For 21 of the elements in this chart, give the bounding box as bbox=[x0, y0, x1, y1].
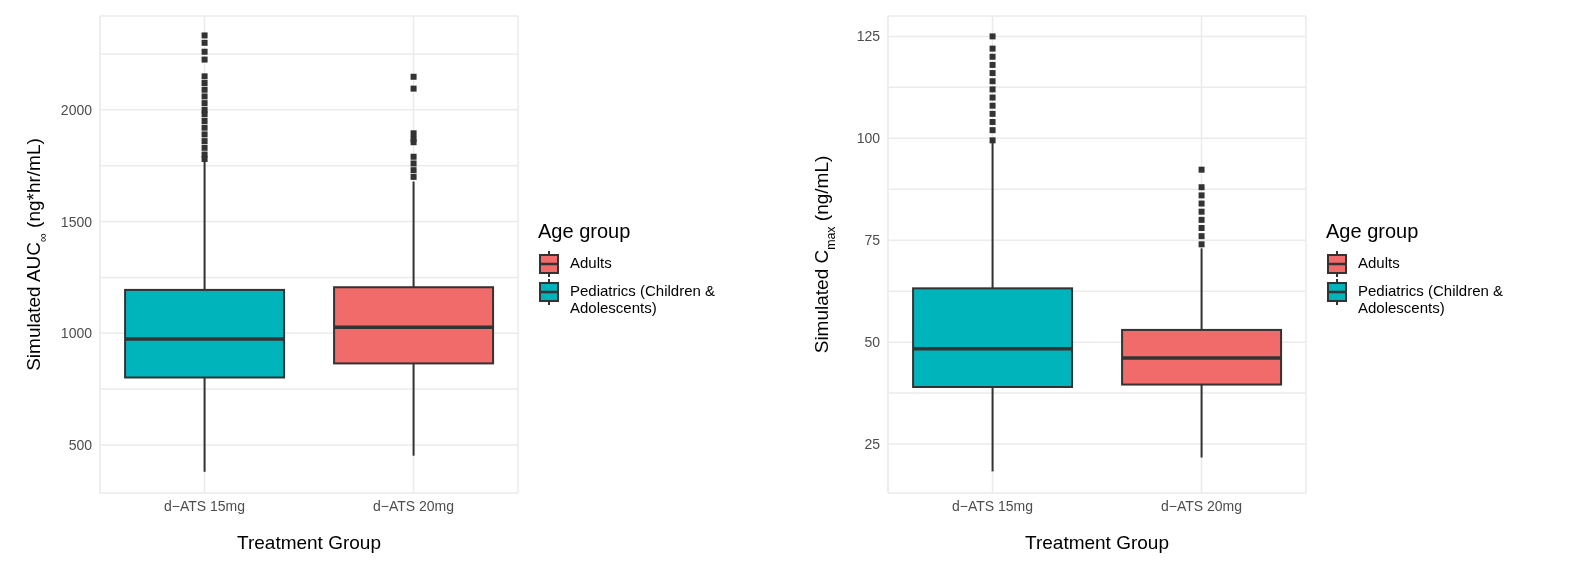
y-tick-label: 1000 bbox=[60, 325, 93, 342]
legend-title: Age group bbox=[538, 220, 632, 243]
y-tick-label: 50 bbox=[864, 334, 881, 351]
y-tick-label: 75 bbox=[864, 232, 881, 249]
y-tick-label: 125 bbox=[856, 28, 881, 45]
x-tick-label: d−ATS 20mg bbox=[1160, 497, 1243, 514]
legend-label: Pediatrics (Children & Adolescents) bbox=[1358, 281, 1505, 316]
y-tick-label: 2000 bbox=[60, 101, 93, 118]
x-axis-title: Treatment Group bbox=[237, 532, 381, 553]
legend-label: Adults bbox=[1358, 253, 1401, 271]
x-tick-label: d−ATS 15mg bbox=[163, 497, 246, 514]
y-tick-label: 1500 bbox=[60, 213, 93, 230]
x-tick-label: d−ATS 15mg bbox=[951, 497, 1034, 514]
legend-title: Age group bbox=[1326, 220, 1420, 243]
y-tick-label: 25 bbox=[864, 436, 881, 453]
legend-label: Pediatrics (Children & Adolescents) bbox=[570, 281, 717, 316]
y-tick-label: 100 bbox=[856, 130, 881, 147]
y-tick-label: 500 bbox=[68, 436, 93, 453]
legend-label: Adults bbox=[570, 253, 613, 271]
x-tick-label: d−ATS 20mg bbox=[372, 497, 455, 514]
x-axis-title: Treatment Group bbox=[1025, 532, 1169, 553]
